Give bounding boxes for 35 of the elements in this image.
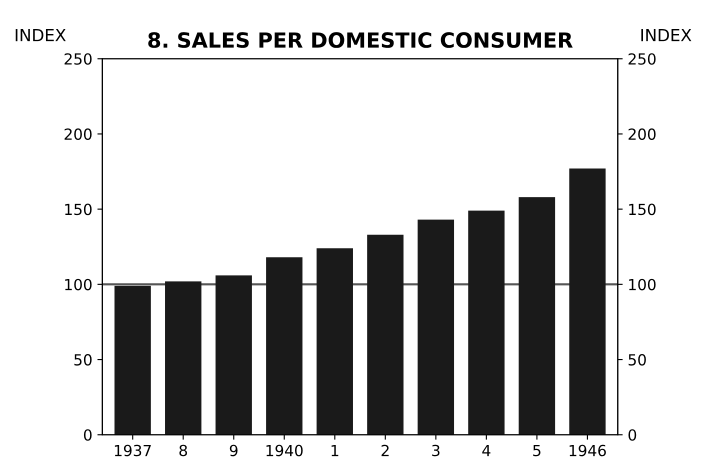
y-tick-label: 150 bbox=[65, 204, 92, 216]
x-tick-label: 1940 bbox=[266, 444, 303, 456]
y-tick-label: 100 bbox=[65, 278, 92, 290]
y2-tick-label: 200 bbox=[628, 128, 656, 140]
x-tick-label: 1 bbox=[332, 444, 338, 456]
y2-tick-label: 250 bbox=[628, 53, 656, 65]
x-tick-label: 1937 bbox=[114, 444, 151, 456]
x-tick-label: 2 bbox=[382, 444, 389, 456]
y2-axis-title: INDEX bbox=[641, 29, 692, 42]
y-tick-label: 50 bbox=[74, 354, 92, 366]
x-tick-label: 8 bbox=[179, 444, 188, 456]
y2-tick-label: 100 bbox=[629, 278, 656, 290]
x-tick-label: 3 bbox=[432, 444, 440, 456]
bar bbox=[216, 275, 252, 435]
bar bbox=[518, 197, 556, 435]
chart-title: 8. SALES PER DOMESTIC CONSUMER bbox=[148, 32, 573, 48]
x-tick-label: 1946 bbox=[570, 444, 606, 456]
x-tick-label: 5 bbox=[533, 444, 540, 456]
y-tick-label: 200 bbox=[64, 128, 92, 140]
bar bbox=[316, 248, 353, 435]
bar bbox=[367, 234, 404, 435]
y2-tick-label: 150 bbox=[629, 204, 656, 216]
bar bbox=[418, 220, 454, 435]
y-tick-label: 250 bbox=[64, 53, 92, 65]
bar bbox=[468, 210, 505, 435]
bar bbox=[165, 281, 202, 435]
bar bbox=[114, 286, 151, 435]
y2-tick-label: 50 bbox=[628, 354, 646, 366]
bar bbox=[266, 257, 302, 435]
y-axis-title: INDEX bbox=[16, 29, 66, 42]
x-tick-label: 4 bbox=[482, 444, 490, 456]
y2-tick-label: 0 bbox=[628, 429, 636, 441]
x-tick-label: 9 bbox=[230, 444, 238, 456]
y-tick-label: 0 bbox=[84, 429, 92, 441]
bar bbox=[569, 168, 606, 435]
